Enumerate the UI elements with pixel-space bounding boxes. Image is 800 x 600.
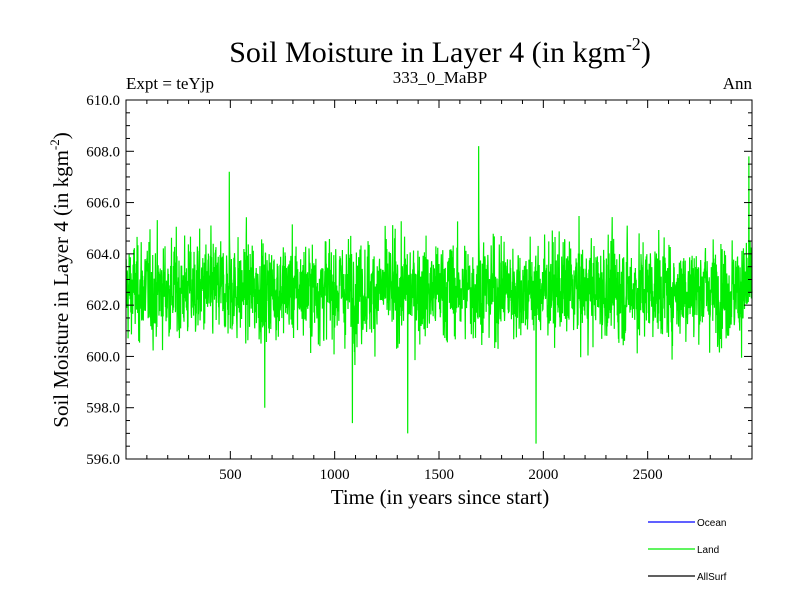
subtitle-center: 333_0_MaBP	[393, 68, 487, 87]
x-tick-label: 2000	[528, 467, 558, 483]
y-tick-label: 600.0	[86, 349, 120, 365]
y-tick-label: 602.0	[86, 298, 120, 314]
y-tick-label: 598.0	[86, 401, 120, 417]
series-line-land	[125, 146, 753, 444]
x-tick-label: 2500	[633, 467, 663, 483]
y-axis: 596.0 598.0 600.0 602.0 604.0 606.0 608.0 610.0	[86, 93, 752, 468]
legend-label-allsurf: AllSurf	[697, 572, 727, 583]
series-layer	[125, 146, 753, 444]
y-tick-label: 608.0	[86, 144, 120, 160]
subtitle-left: Expt = teYjp	[126, 74, 214, 93]
legend-label-land: Land	[697, 545, 719, 556]
subtitle-right: Ann	[723, 74, 753, 93]
x-tick-label: 1000	[320, 467, 350, 483]
chart-title: Soil Moisture in Layer 4 (in kgm-2)	[229, 34, 651, 69]
y-axis-label: Soil Moisture in Layer 4 (in kgm-2)	[47, 132, 73, 427]
x-tick-label: 1500	[424, 467, 454, 483]
y-tick-label: 604.0	[86, 247, 120, 263]
y-tick-label: 610.0	[86, 93, 120, 109]
legend-label-ocean: Ocean	[697, 518, 726, 529]
x-tick-label: 500	[219, 467, 242, 483]
x-axis-label: Time (in years since start)	[331, 485, 550, 509]
y-tick-label: 606.0	[86, 196, 120, 212]
x-axis: 500 1000 1500 2000 2500	[146, 100, 732, 483]
y-tick-label: 596.0	[86, 452, 120, 468]
legend: Ocean Land AllSurf	[648, 518, 727, 583]
